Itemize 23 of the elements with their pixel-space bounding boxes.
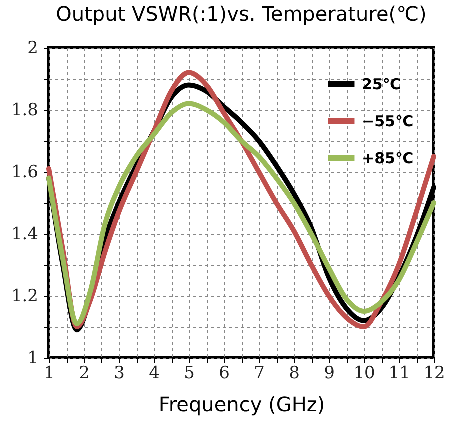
chart-title: Output VSWR(:1)vs. Temperature(℃)	[56, 2, 427, 26]
x-tick-label: 2	[79, 364, 90, 384]
x-tick-label: 1	[44, 364, 55, 384]
y-tick-label: 1.6	[11, 162, 38, 182]
y-tick-label: 1	[28, 348, 38, 368]
x-tick-label: 5	[184, 364, 195, 384]
x-tick-label: 7	[254, 364, 265, 384]
x-tick-label: 6	[219, 364, 230, 384]
legend-label: −55℃	[362, 112, 414, 130]
y-tick-label: 1.4	[11, 224, 38, 244]
y-tick-label: 1.2	[11, 286, 38, 306]
x-tick-label: 3	[114, 364, 125, 384]
x-tick-label: 8	[289, 364, 300, 384]
x-tick-label: 11	[388, 364, 410, 384]
x-tick-label: 10	[354, 364, 376, 384]
x-tick-label: 4	[149, 364, 160, 384]
y-tick-label: 1.8	[11, 100, 38, 120]
x-axis-title: Frequency (GHz)	[158, 392, 326, 416]
y-tick-label: 2	[28, 38, 38, 58]
x-tick-label: 9	[324, 364, 335, 384]
x-tick-label: 12	[424, 364, 446, 384]
legend-label: +85℃	[362, 150, 414, 168]
legend-label: 25℃	[362, 76, 402, 94]
